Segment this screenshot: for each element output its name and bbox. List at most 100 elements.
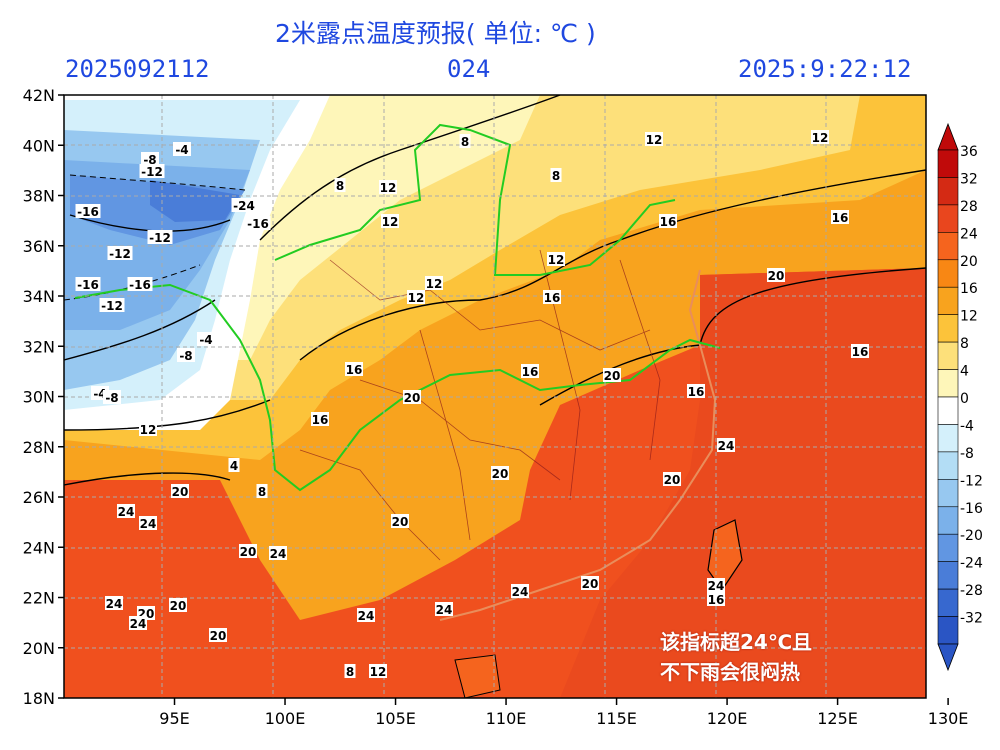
svg-text:16: 16 <box>522 365 539 379</box>
contour-label: 12 <box>379 180 397 195</box>
svg-text:12: 12 <box>370 665 387 679</box>
latitude-axis: 42N 40N 38N 36N 34N 32N 30N 28N 26N 24N 22N 20N 18N <box>23 86 64 708</box>
colorbar-label: 4 <box>960 364 969 380</box>
contour-label: -16 <box>127 277 153 292</box>
svg-text:24: 24 <box>106 597 123 611</box>
contour-label: 12 <box>139 422 157 437</box>
annotation-line-2: 不下雨会很闷热 <box>660 660 800 684</box>
contour-label: -8 <box>177 348 195 363</box>
svg-text:20: 20 <box>604 369 621 383</box>
contour-label: 8 <box>344 664 356 679</box>
contour-label: 16 <box>311 412 329 427</box>
lon-tick-label: 115E <box>596 709 637 728</box>
svg-text:16: 16 <box>832 211 849 225</box>
contour-label: -16 <box>75 204 101 219</box>
contour-label: -4 <box>197 332 215 347</box>
svg-text:20: 20 <box>210 629 227 643</box>
contour-label: 16 <box>345 362 363 377</box>
contour-label: 16 <box>659 214 677 229</box>
svg-text:-16: -16 <box>77 205 99 219</box>
colorbar-label: 0 <box>960 391 969 407</box>
svg-text:8: 8 <box>461 135 469 149</box>
svg-text:12: 12 <box>380 181 397 195</box>
colorbar-label: 16 <box>960 281 978 297</box>
contour-label: 20 <box>663 472 681 487</box>
lon-tick-label: 105E <box>375 709 416 728</box>
contour-label: 4 <box>228 458 240 473</box>
contour-label: 16 <box>543 290 561 305</box>
svg-text:16: 16 <box>346 363 363 377</box>
contour-label: 24 <box>707 578 725 593</box>
colorbar-label: -4 <box>960 418 974 434</box>
contour-label: 8 <box>334 178 346 193</box>
lon-tick-label: 120E <box>707 709 748 728</box>
contour-label: 16 <box>521 364 539 379</box>
colorbar-swatch <box>937 451 959 480</box>
svg-text:-8: -8 <box>179 349 192 363</box>
lat-tick-label: 28N <box>23 438 55 457</box>
contour-label: -16 <box>75 277 101 292</box>
lat-tick-label: 34N <box>23 287 55 306</box>
colorbar-swatch <box>937 616 959 645</box>
svg-text:20: 20 <box>170 599 187 613</box>
lat-tick-label: 40N <box>23 136 55 155</box>
svg-text:-8: -8 <box>105 391 118 405</box>
lat-tick-label: 32N <box>23 337 55 356</box>
lon-tick-label: 130E <box>928 709 969 728</box>
svg-text:12: 12 <box>408 291 425 305</box>
colorbar-swatch <box>937 286 959 315</box>
colorbar-label: -20 <box>960 528 983 544</box>
colorbar-top-arrow <box>937 122 959 151</box>
lat-tick-label: 36N <box>23 237 55 256</box>
contour-label: -8 <box>141 152 159 167</box>
svg-text:24: 24 <box>130 617 147 631</box>
colorbar-swatch <box>937 177 959 206</box>
contour-label: 20 <box>603 368 621 383</box>
colorbar-swatch <box>937 561 959 590</box>
run-time: 2025092112 <box>65 55 210 83</box>
colorbar-swatch <box>937 533 959 562</box>
colorbar-swatch <box>937 506 959 535</box>
contour-label: 12 <box>547 252 565 267</box>
svg-text:8: 8 <box>552 169 560 183</box>
svg-text:-16: -16 <box>129 278 151 292</box>
svg-text:16: 16 <box>708 593 725 607</box>
contour-label: 20 <box>767 268 785 283</box>
svg-text:24: 24 <box>270 547 287 561</box>
svg-text:12: 12 <box>382 215 399 229</box>
lat-tick-label: 24N <box>23 538 55 557</box>
svg-text:12: 12 <box>646 133 663 147</box>
colorbar-swatch <box>937 204 959 233</box>
svg-text:20: 20 <box>768 269 785 283</box>
colorbar-label: -12 <box>960 473 983 489</box>
contour-label: 8 <box>256 484 268 499</box>
contour-label: 12 <box>407 290 425 305</box>
colorbar-label: -16 <box>960 501 983 517</box>
contour-label: 24 <box>269 546 287 561</box>
svg-text:24: 24 <box>436 603 453 617</box>
svg-text:12: 12 <box>812 131 829 145</box>
contour-label: 8 <box>459 134 471 149</box>
contour-label: 16 <box>687 384 705 399</box>
contour-label: -12 <box>139 164 165 179</box>
contour-label: 12 <box>381 214 399 229</box>
colorbar-label: 12 <box>960 309 978 325</box>
svg-text:12: 12 <box>140 423 157 437</box>
svg-text:-8: -8 <box>143 153 156 167</box>
colorbar: 36 32 28 24 20 16 12 8 4 0 -4 -8 -12 -16 -20 -24 -28 -32 <box>937 122 983 672</box>
longitude-axis: 95E 100E 105E 110E 115E 120E 125E 130E <box>159 698 968 728</box>
contour-label: -8 <box>103 390 121 405</box>
colorbar-swatch <box>937 259 959 288</box>
svg-text:-24: -24 <box>233 199 255 213</box>
contour-label: -12 <box>107 246 133 261</box>
contour-label: 12 <box>369 664 387 679</box>
forecast-lead-hours: 024 <box>447 55 491 83</box>
contour-label: -12 <box>147 230 173 245</box>
svg-text:-4: -4 <box>199 333 212 347</box>
colorbar-swatch <box>937 149 959 178</box>
svg-text:20: 20 <box>240 545 257 559</box>
svg-text:16: 16 <box>852 345 869 359</box>
lon-tick-label: 110E <box>486 709 527 728</box>
contour-label: 24 <box>357 608 375 623</box>
colorbar-label: 36 <box>960 144 978 160</box>
